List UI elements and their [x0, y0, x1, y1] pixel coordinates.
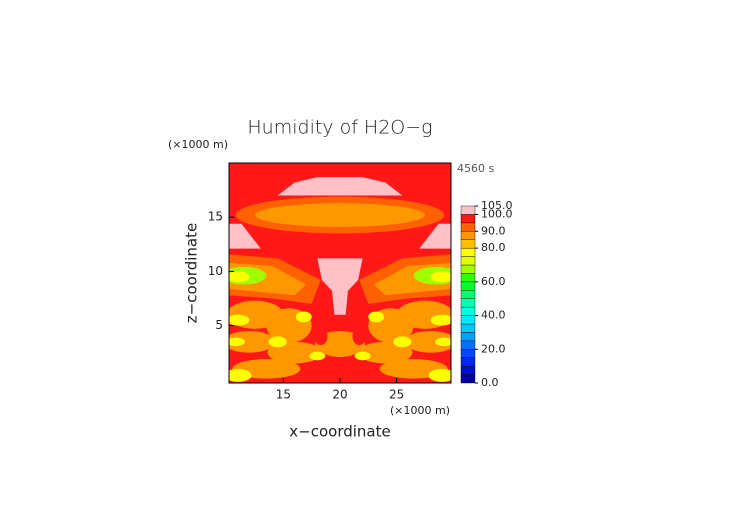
colorbar-band [460, 231, 476, 240]
contour-region [419, 223, 451, 249]
colorbar-tick-label: 20.0 [481, 342, 506, 355]
contour-region [332, 360, 348, 374]
colorbar-band [460, 298, 476, 308]
contour-region [267, 341, 322, 364]
y-unit: (×1000 m) [168, 138, 228, 151]
contour-region [358, 341, 413, 364]
y-axis-label: z−coordinate [183, 223, 201, 323]
colorbar-tick-label: 105.0 [481, 199, 513, 212]
contour-region [295, 311, 312, 323]
colorbar-tick-label: 60.0 [481, 275, 506, 288]
colorbar-band [460, 340, 476, 350]
colorbar-band [460, 273, 476, 283]
colorbar-tick-label: 100.0 [481, 207, 513, 220]
x-tick-label: 20 [332, 388, 347, 402]
x-axis-label: x−coordinate [289, 423, 390, 441]
colorbar-band [460, 374, 476, 384]
contour-region [229, 223, 261, 249]
contour-region [435, 337, 451, 347]
contour-region [315, 330, 365, 357]
contour-region [404, 330, 451, 353]
contour-region [313, 327, 328, 346]
colorbar-band [460, 323, 476, 333]
contour-field [229, 163, 451, 383]
contour-region [428, 368, 451, 382]
y-tick-label: 5 [215, 318, 223, 332]
contour-region [229, 368, 252, 382]
contour-region [268, 336, 287, 348]
contour-region [317, 258, 363, 315]
contour-region [430, 314, 451, 326]
colorbar-band [460, 264, 476, 274]
x-unit: (×1000 m) [390, 404, 450, 417]
y-tick-label: 10 [208, 264, 223, 278]
contour-region [229, 330, 276, 353]
contour-region [368, 311, 385, 323]
time-label: 4560 s [457, 162, 494, 175]
colorbar-tick-label: 80.0 [481, 241, 506, 254]
contour-region [352, 327, 367, 346]
colorbar-band [460, 365, 476, 375]
colorbar-band [460, 281, 476, 291]
contour-region [354, 351, 371, 361]
colorbar-band [460, 315, 476, 325]
colorbar-band [460, 222, 476, 232]
colorbar-band [460, 205, 476, 215]
colorbar-band [460, 239, 476, 249]
x-tick-label: 25 [389, 388, 404, 402]
colorbar-band [460, 306, 476, 316]
contour-region [255, 203, 425, 227]
colorbar-tick-label: 40.0 [481, 309, 506, 322]
contour-region [393, 336, 412, 348]
contour-region [309, 351, 326, 361]
colorbar-band [460, 214, 476, 224]
colorbar-band [460, 349, 476, 358]
colorbar-band [460, 332, 476, 342]
contour-region [277, 177, 403, 196]
chart-title: Humidity of H2O−g [247, 117, 432, 139]
x-tick-label: 15 [276, 388, 291, 402]
colorbar-band [460, 290, 476, 299]
colorbar-tick-label: 0.0 [481, 376, 499, 389]
colorbar-tick-label: 90.0 [481, 224, 506, 237]
contour-region [430, 271, 451, 283]
colorbar-band [460, 357, 476, 367]
colorbar-band [460, 247, 476, 257]
contour-region [229, 271, 250, 283]
y-tick-label: 15 [208, 210, 223, 224]
contour-region [229, 314, 250, 326]
contour-region [229, 337, 245, 347]
colorbar-band [460, 256, 476, 266]
